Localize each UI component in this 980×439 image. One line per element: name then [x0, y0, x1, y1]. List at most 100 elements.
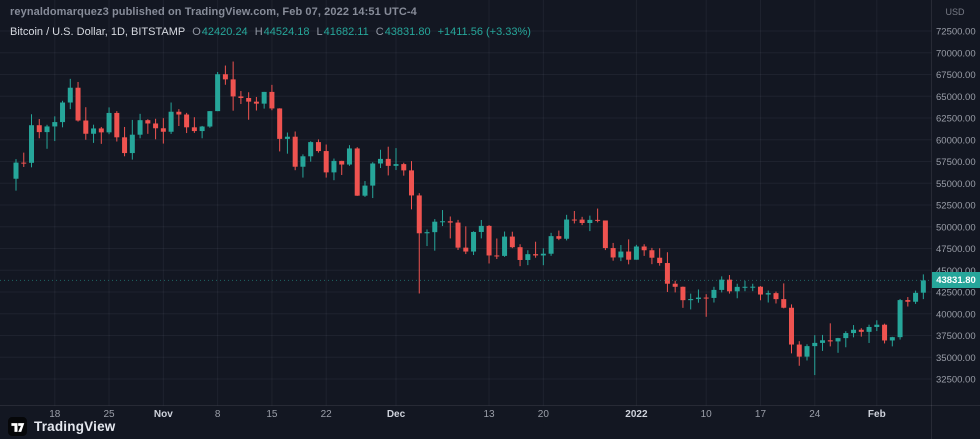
price-axis-label: 35000.00	[936, 353, 976, 364]
time-axis-label: 8	[215, 409, 221, 420]
candle-body	[571, 219, 577, 221]
candle-body	[602, 220, 608, 249]
candle-body	[866, 326, 872, 332]
candle-body	[393, 164, 399, 166]
candle-body	[781, 299, 787, 308]
candle-body	[517, 247, 523, 260]
candle-body	[385, 158, 391, 166]
candle-body	[905, 300, 911, 302]
candle-body	[812, 342, 818, 347]
candle-body	[424, 232, 430, 234]
candle-body	[401, 164, 407, 171]
high-label: H	[254, 26, 263, 38]
candle-body	[230, 79, 236, 97]
tradingview-logo[interactable]: TradingView	[8, 417, 115, 436]
close-label: C	[375, 26, 384, 38]
candle-body	[122, 137, 128, 154]
candle-body	[176, 111, 182, 115]
high-value: 44524.18	[263, 26, 310, 38]
candle-body	[719, 279, 725, 290]
candle-body	[633, 246, 639, 260]
candle-body	[346, 148, 352, 165]
candle-body	[851, 329, 857, 334]
candle-body	[486, 225, 492, 256]
candle-body	[36, 125, 42, 133]
candle-body	[680, 286, 686, 301]
candle-body	[672, 283, 678, 287]
candle-body	[494, 255, 500, 257]
candle-body	[52, 122, 58, 127]
candle-body	[757, 286, 763, 295]
candle-body	[409, 170, 415, 196]
tradingview-brand-text: TradingView	[34, 419, 116, 434]
candle-body	[796, 344, 802, 357]
candle-body	[820, 340, 826, 343]
change-value: +1411.56 (+3.33%)	[437, 26, 531, 38]
candle-body	[711, 289, 717, 298]
candle-body	[471, 231, 477, 252]
candle-body	[21, 162, 27, 164]
candle-body	[261, 91, 267, 104]
candle-body	[91, 128, 97, 134]
price-axis-label: 32500.00	[936, 375, 976, 386]
candle-body	[579, 219, 585, 224]
candle-body	[354, 148, 360, 196]
candle-body	[525, 254, 531, 260]
candle-body	[843, 333, 849, 339]
candle-body	[858, 329, 864, 332]
price-axis-label: 55000.00	[936, 179, 976, 190]
symbol-title: Bitcoin / U.S. Dollar, 1D, BITSTAMP	[10, 26, 186, 38]
candle-body	[370, 163, 376, 186]
candle-body	[199, 126, 205, 132]
candle-body	[315, 142, 321, 152]
candle-body	[688, 299, 694, 301]
chart-legend: Bitcoin / U.S. Dollar, 1D, BITSTAMP O424…	[10, 26, 531, 38]
candle-body	[626, 251, 632, 260]
time-axis-label: 20	[538, 409, 550, 420]
candle-body	[292, 136, 298, 167]
candle-body	[137, 120, 143, 135]
price-axis-label: 57500.00	[936, 157, 976, 168]
candle-body	[726, 279, 732, 292]
price-axis-label: 42500.00	[936, 288, 976, 299]
candle-body	[540, 253, 546, 256]
candle-body	[44, 126, 50, 133]
open-value: 42420.24	[201, 26, 248, 38]
candle-body	[377, 158, 383, 164]
candle-body	[215, 74, 221, 112]
price-axis-label: 50000.00	[936, 222, 976, 233]
candle-body	[222, 74, 228, 80]
candle-body	[300, 156, 306, 167]
candle-body	[641, 246, 647, 251]
time-axis-label: 25	[103, 409, 115, 420]
price-axis-label: 67500.00	[936, 70, 976, 81]
candle-body	[587, 219, 593, 224]
candle-body	[416, 195, 422, 234]
candle-body	[246, 97, 252, 102]
candle-body	[339, 160, 345, 165]
candle-body	[827, 340, 833, 342]
candle-body	[184, 114, 190, 128]
last-price-badge: 43831.80	[932, 272, 980, 289]
candle-body	[750, 286, 756, 288]
price-axis-label: 52500.00	[936, 201, 976, 212]
candle-body	[13, 162, 19, 179]
price-axis-label: 40000.00	[936, 309, 976, 320]
candle-body	[114, 112, 120, 138]
candle-body	[657, 257, 663, 264]
open-label: O	[192, 26, 201, 38]
price-axis-label: 47500.00	[936, 244, 976, 255]
candle-body	[145, 120, 151, 124]
candle-body	[742, 286, 748, 288]
candle-body	[874, 324, 880, 327]
low-label: L	[316, 26, 323, 38]
close-value: 43831.80	[384, 26, 431, 38]
time-axis-label: 13	[483, 409, 495, 420]
candle-body	[362, 185, 368, 196]
candle-body	[83, 120, 89, 134]
candle-body	[60, 102, 66, 123]
price-axis-label: 72500.00	[936, 27, 976, 38]
candle-body	[789, 307, 794, 345]
